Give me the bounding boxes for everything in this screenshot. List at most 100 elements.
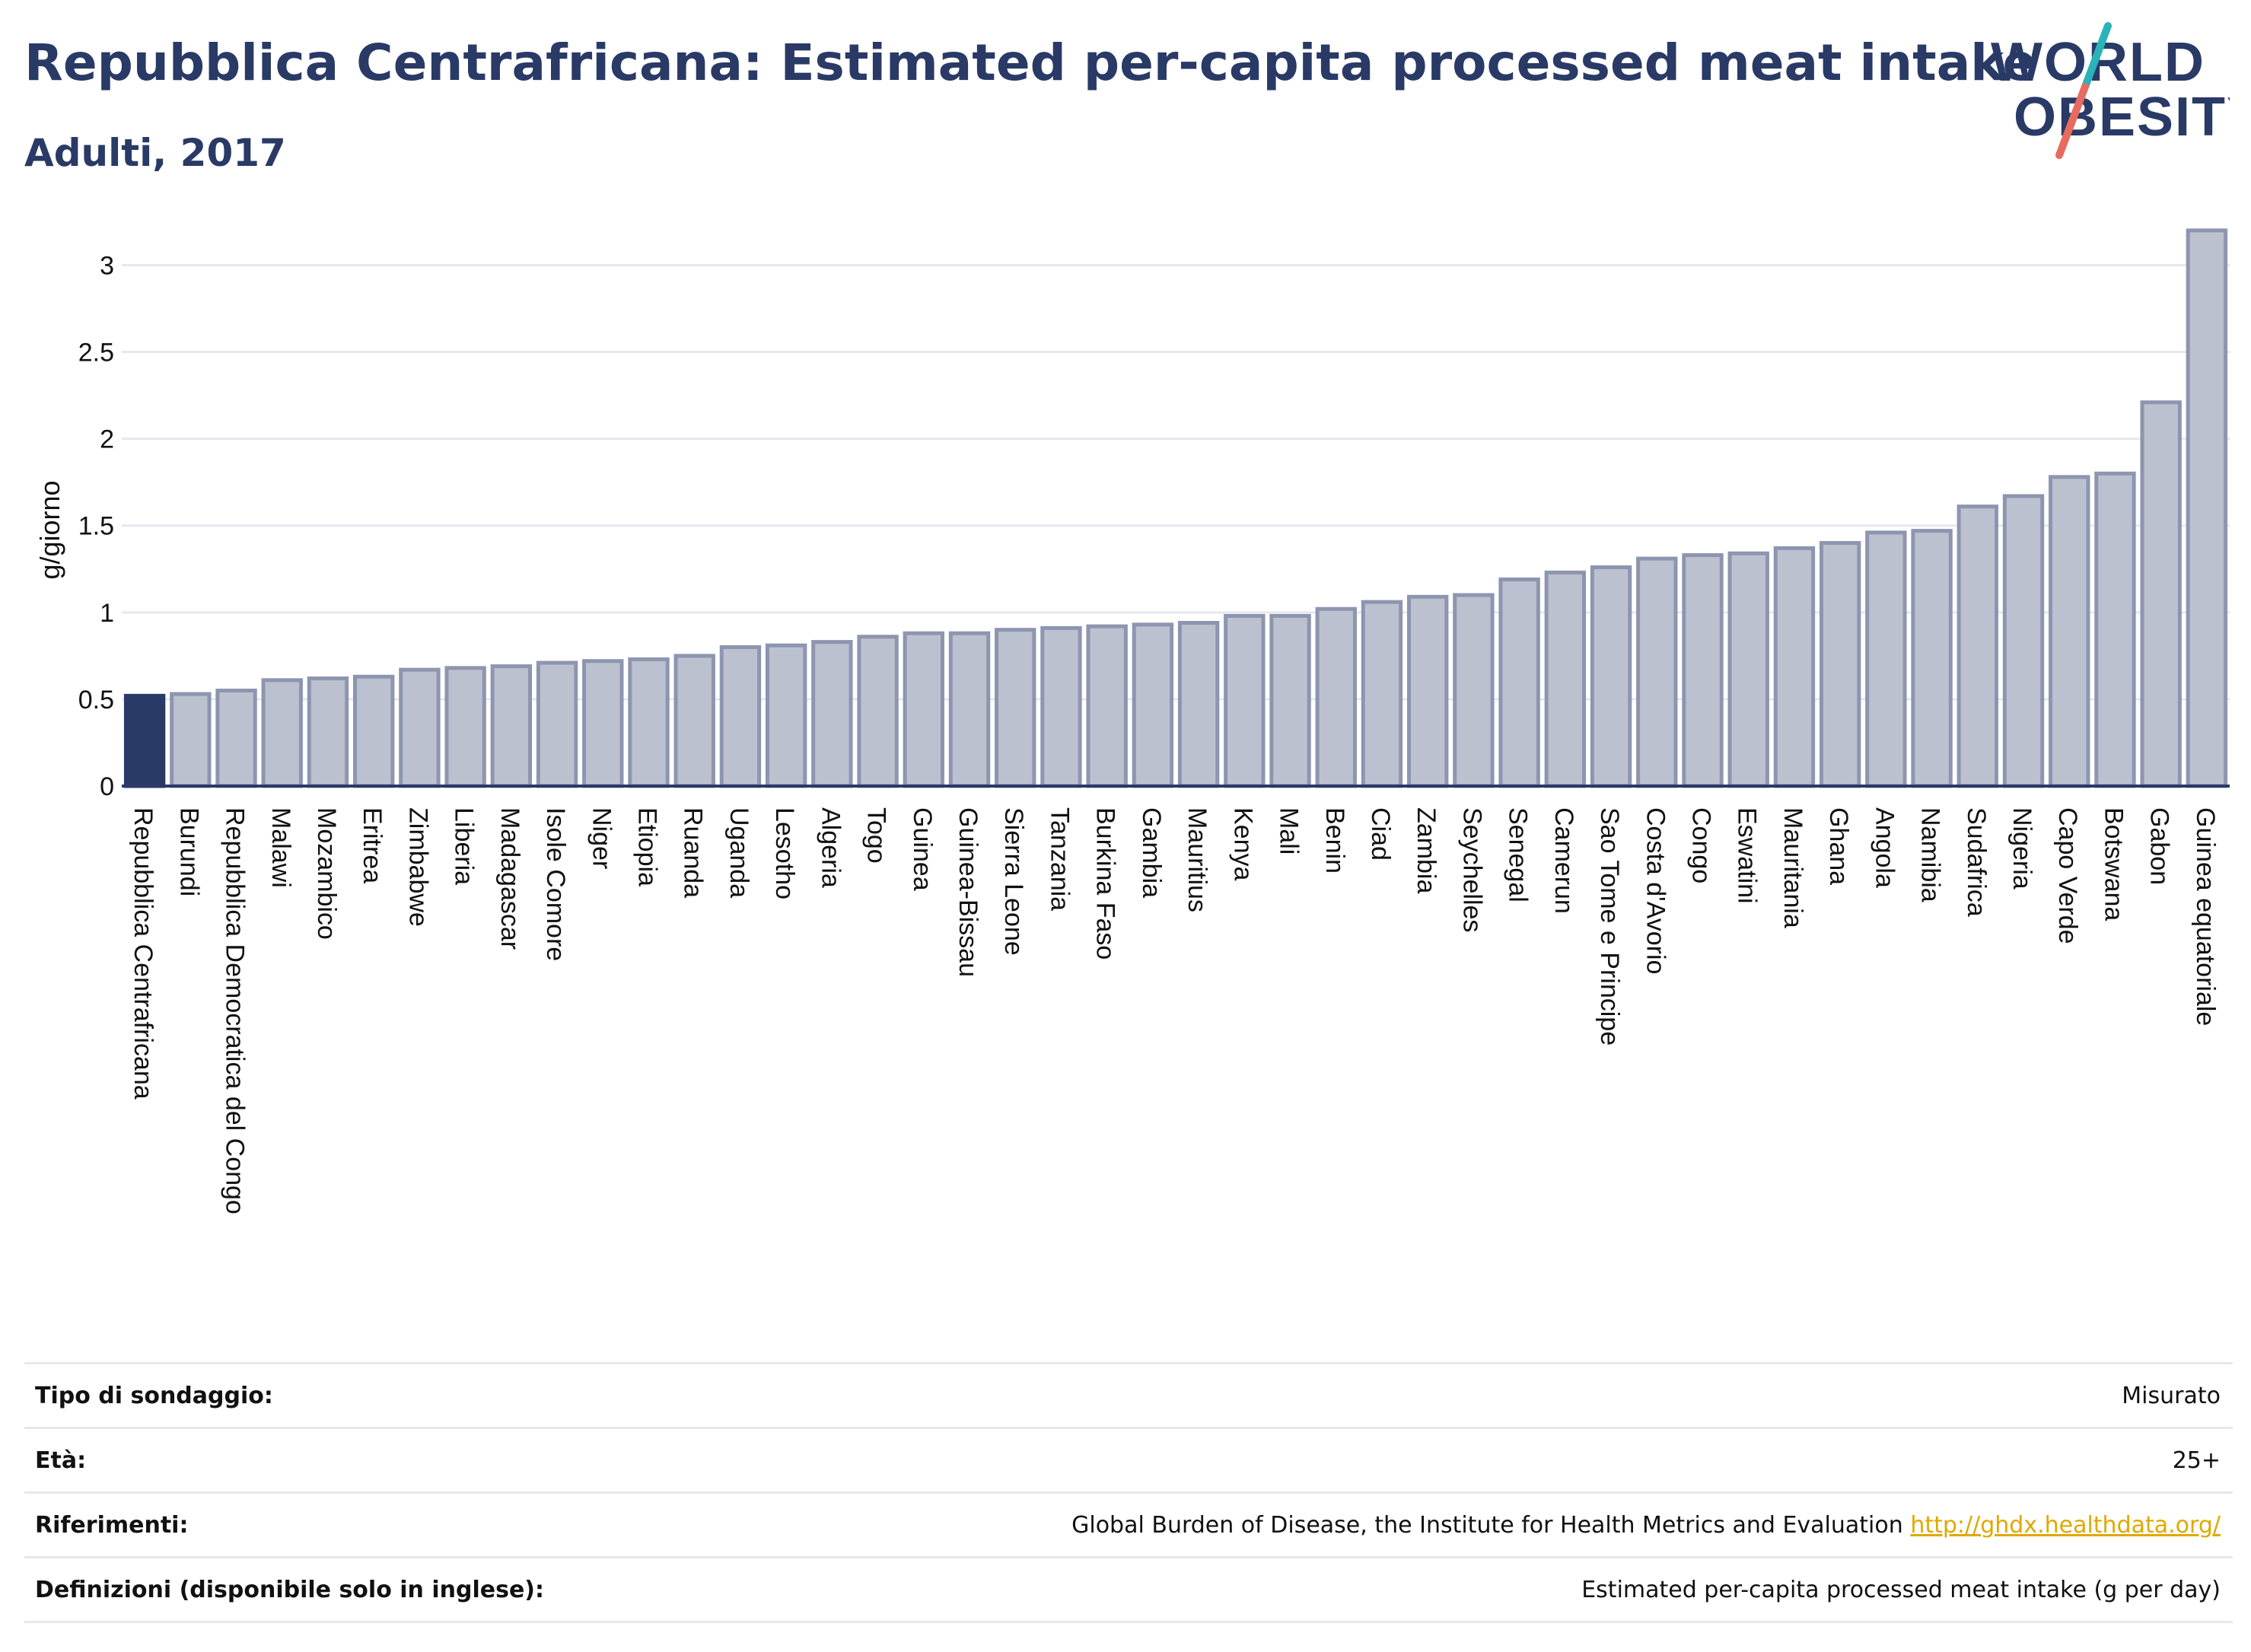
bar[interactable] bbox=[1682, 553, 1724, 788]
bar[interactable] bbox=[1361, 600, 1403, 788]
bar[interactable] bbox=[1224, 613, 1266, 788]
bar[interactable] bbox=[1177, 621, 1220, 788]
bar[interactable] bbox=[1911, 529, 1953, 788]
bar[interactable] bbox=[857, 635, 899, 788]
bar[interactable] bbox=[1819, 541, 1861, 788]
bar[interactable] bbox=[261, 678, 303, 788]
meta-label: Definizioni (disponibile solo in inglese… bbox=[35, 1577, 544, 1603]
bar[interactable] bbox=[1865, 530, 1907, 788]
bar[interactable] bbox=[628, 657, 670, 788]
bar[interactable] bbox=[1315, 606, 1357, 788]
bar[interactable] bbox=[2049, 475, 2090, 788]
x-tick-label: Niger bbox=[587, 807, 616, 869]
y-tick-label: 1.5 bbox=[78, 512, 114, 541]
y-tick-label: 2 bbox=[100, 425, 114, 454]
logo-slash-top bbox=[2081, 22, 2112, 91]
bar[interactable] bbox=[536, 660, 578, 788]
x-tick-label: Sao Tome e Principe bbox=[1595, 807, 1624, 1046]
bar-chart: 0 0.5 1 1.5 2 2.5 3 Repubblica Centrafricana Bu… bbox=[34, 228, 2230, 1214]
y-tick-label: 1 bbox=[100, 599, 114, 628]
x-tick-label: Gabon bbox=[2145, 807, 2174, 885]
bar[interactable] bbox=[1773, 546, 1816, 788]
bar[interactable] bbox=[1132, 622, 1174, 788]
x-tick-label: Mauritius bbox=[1183, 807, 1211, 912]
meta-value: Misurato bbox=[2122, 1383, 2221, 1409]
world-obesity-logo[interactable]: WORLD OBESITY bbox=[1986, 21, 2230, 166]
bar[interactable] bbox=[399, 667, 441, 788]
bar[interactable] bbox=[811, 640, 853, 788]
bar[interactable] bbox=[2002, 494, 2045, 788]
x-tick-label: Ghana bbox=[1824, 807, 1853, 885]
y-axis-label: g/giorno bbox=[34, 480, 65, 579]
x-tick-label: Mozambico bbox=[312, 807, 341, 940]
x-tick-label: Sudafrica bbox=[1962, 807, 1991, 917]
bar[interactable] bbox=[2140, 400, 2182, 788]
x-tick-label: Burundi bbox=[174, 807, 203, 896]
bar[interactable] bbox=[673, 654, 715, 788]
x-tick-label: Burkina Faso bbox=[1091, 807, 1120, 960]
chart-subtitle: Adulti, 2017 bbox=[24, 131, 286, 175]
bar[interactable] bbox=[1590, 565, 1632, 788]
x-tick-label: Eritrea bbox=[358, 807, 387, 883]
bar[interactable] bbox=[1956, 505, 1998, 788]
x-tick-label: Eswatini bbox=[1733, 807, 1762, 904]
x-tick-label: Capo Verde bbox=[2053, 807, 2082, 944]
bar[interactable] bbox=[1544, 570, 1587, 788]
reference-link[interactable]: http://ghdx.healthdata.org/ bbox=[1910, 1512, 2221, 1539]
bar[interactable] bbox=[1040, 625, 1082, 788]
x-tick-label: Guinea-Bissau bbox=[954, 807, 982, 977]
bar[interactable] bbox=[1086, 624, 1128, 788]
x-tick-label: Congo bbox=[1687, 807, 1716, 883]
x-tick-label: Madagascar bbox=[495, 807, 524, 950]
bar[interactable] bbox=[765, 643, 807, 788]
meta-row-age: Età: 25+ bbox=[24, 1427, 2233, 1491]
x-tick-label: Camerun bbox=[1549, 807, 1578, 914]
x-tick-label: Guinea equatoriale bbox=[2191, 807, 2220, 1026]
bar[interactable] bbox=[353, 674, 395, 788]
bar[interactable] bbox=[1498, 577, 1540, 788]
x-tick-label: Gambia bbox=[1137, 807, 1166, 898]
y-tick-labels: 0 0.5 1 1.5 2 2.5 3 bbox=[78, 251, 114, 801]
meta-row-definitions: Definizioni (disponibile solo in inglese… bbox=[24, 1556, 2233, 1623]
x-tick-label: Tanzania bbox=[1045, 807, 1074, 911]
bar[interactable] bbox=[1453, 593, 1495, 788]
metadata-table: Tipo di sondaggio: Misurato Età: 25+ Rif… bbox=[24, 1362, 2233, 1623]
meta-value: Estimated per-capita processed meat inta… bbox=[1581, 1577, 2221, 1603]
x-tick-label: Zambia bbox=[1412, 807, 1441, 893]
bar-highlight[interactable] bbox=[123, 693, 166, 788]
chart-title: Repubblica Centrafricana: Estimated per-… bbox=[24, 33, 2037, 92]
bar[interactable] bbox=[719, 645, 762, 788]
bar[interactable] bbox=[170, 692, 212, 788]
meta-label: Tipo di sondaggio: bbox=[35, 1383, 273, 1409]
x-tick-label: Seychelles bbox=[1457, 807, 1486, 932]
bar[interactable] bbox=[903, 631, 944, 788]
bar[interactable] bbox=[444, 666, 486, 788]
x-tick-label: Algeria bbox=[816, 807, 845, 888]
x-tick-label: Togo bbox=[862, 807, 891, 864]
bar[interactable] bbox=[215, 689, 257, 788]
bar[interactable] bbox=[2186, 228, 2228, 788]
logo-text-obesity: OBESITY bbox=[2014, 87, 2230, 148]
meta-value: 25+ bbox=[2172, 1447, 2221, 1474]
y-tick-label: 0.5 bbox=[78, 686, 114, 715]
x-tick-label: Uganda bbox=[724, 807, 753, 898]
x-tick-label: Mali bbox=[1275, 807, 1304, 855]
x-tick-label: Senegal bbox=[1504, 807, 1533, 902]
bar[interactable] bbox=[1636, 556, 1678, 788]
logo-slash-bottom bbox=[2055, 83, 2089, 159]
bar[interactable] bbox=[995, 628, 1036, 788]
bar[interactable] bbox=[948, 631, 991, 788]
x-tick-label: Liberia bbox=[450, 807, 479, 885]
x-tick-label: Kenya bbox=[1228, 807, 1257, 880]
bar[interactable] bbox=[490, 664, 533, 788]
bar[interactable] bbox=[307, 676, 349, 788]
bar[interactable] bbox=[1407, 594, 1449, 788]
x-tick-label: Repubblica Centrafricana bbox=[129, 807, 158, 1100]
bar[interactable] bbox=[1269, 613, 1311, 788]
bar[interactable] bbox=[1727, 551, 1769, 788]
x-tick-label: Guinea bbox=[908, 807, 937, 891]
bar[interactable] bbox=[2094, 471, 2136, 788]
bar[interactable] bbox=[582, 659, 624, 788]
x-tick-label: Botswana bbox=[2099, 807, 2128, 921]
x-tick-labels: Repubblica Centrafricana Burundi Repubblic… bbox=[129, 807, 2220, 1214]
